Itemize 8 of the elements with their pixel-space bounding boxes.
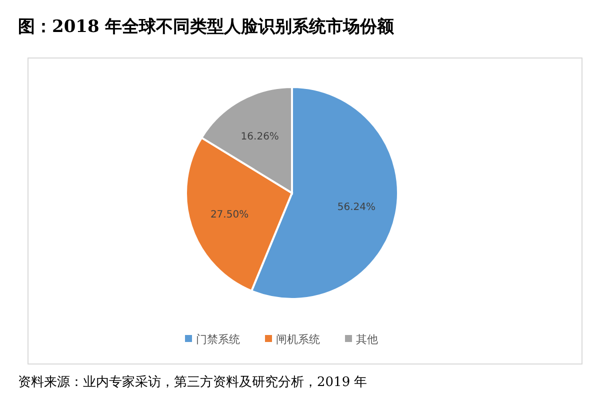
data-label: 16.26% (240, 132, 279, 143)
data-label: 27.50% (210, 209, 249, 220)
legend-label: 其他 (356, 333, 378, 346)
chart-title: 图：2018 年全球不同类型人脸识别系统市场份额 (18, 17, 396, 37)
legend-label: 闸机系统 (276, 333, 320, 346)
data-label: 56.24% (337, 202, 376, 213)
text: 资料来源：业内专家采访，第三方资料及研究分析，2019 年 (18, 374, 368, 390)
legend-label: 门禁系统 (196, 333, 240, 346)
